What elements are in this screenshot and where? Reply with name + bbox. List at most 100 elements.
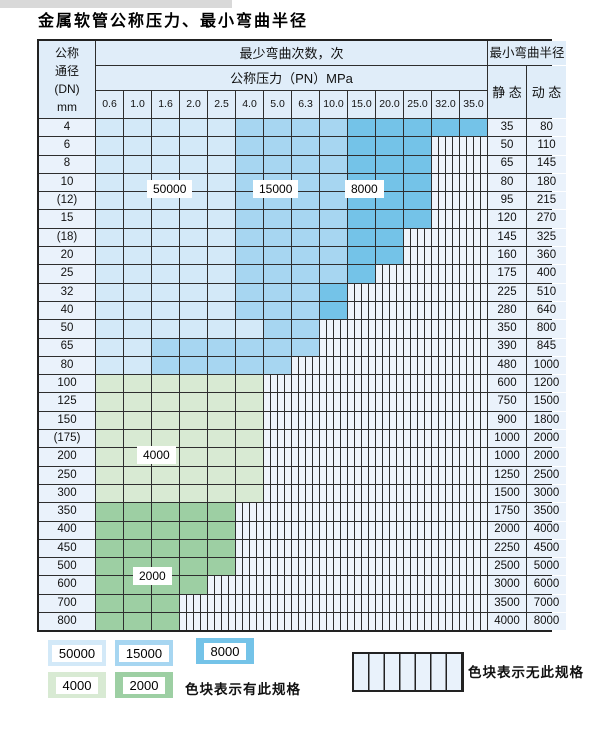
spec-band-cell	[152, 484, 179, 503]
spec-band-cell	[236, 430, 263, 448]
spec-band-cell	[208, 466, 235, 484]
no-spec-cell	[376, 576, 403, 594]
no-spec-cell	[432, 228, 459, 247]
no-spec-cell	[348, 558, 375, 576]
dn-cell: 800	[39, 613, 95, 631]
dn-corner-line: 通径	[54, 63, 79, 78]
page-title: 金属软管公称压力、最小弯曲半径	[38, 11, 309, 30]
spec-band-cell	[180, 283, 207, 301]
spec-band-cell	[152, 594, 179, 613]
no-spec-cell	[348, 283, 375, 301]
spec-band-cell	[292, 192, 319, 210]
spec-band-cell	[348, 247, 375, 265]
no-spec-cell	[404, 466, 431, 484]
spec-band-cell	[236, 411, 263, 430]
spec-band-cell	[96, 576, 123, 594]
spec-band-cell	[208, 265, 235, 283]
no-spec-cell	[236, 539, 263, 558]
no-spec-cell	[460, 210, 487, 228]
no-spec-cell	[376, 594, 403, 613]
dn-corner-line: mm	[57, 99, 77, 114]
spec-band-cell	[236, 265, 263, 283]
spec-band-cell	[292, 228, 319, 247]
no-spec-cell	[432, 539, 459, 558]
no-spec-cell	[264, 393, 291, 411]
no-spec-cell	[460, 283, 487, 301]
dn-corner-line: (DN)	[54, 81, 80, 96]
no-spec-cell	[376, 466, 403, 484]
legend-swatch-value: 50000	[51, 644, 103, 662]
no-spec-cell	[208, 613, 235, 631]
spec-band-cell	[96, 119, 123, 137]
no-spec-cell	[376, 265, 403, 283]
legend-swatch-value: 2000	[122, 676, 166, 694]
spec-band-cell	[236, 338, 263, 356]
spec-band-cell	[124, 265, 151, 283]
no-spec-cell	[432, 430, 459, 448]
spec-band-cell	[208, 247, 235, 265]
spec-band-cell	[152, 521, 179, 539]
no-spec-cell	[264, 466, 291, 484]
dynamic-radius-cell: 7000	[527, 594, 566, 613]
no-spec-cell	[460, 228, 487, 247]
no-spec-cell	[404, 539, 431, 558]
spec-band-cell	[208, 301, 235, 320]
static-radius-cell: 145	[488, 228, 526, 247]
no-spec-cell	[460, 301, 487, 320]
no-spec-cell	[376, 283, 403, 301]
spec-band-cell	[96, 558, 123, 576]
no-spec-cell	[432, 466, 459, 484]
spec-band-cell	[236, 484, 263, 503]
spec-band-cell	[96, 375, 123, 393]
dn-cell: 600	[39, 576, 95, 594]
no-spec-cell	[376, 411, 403, 430]
no-spec-cell	[460, 539, 487, 558]
no-spec-cell	[460, 594, 487, 613]
spec-band-cell	[180, 320, 207, 338]
spec-band-cell	[320, 173, 347, 192]
no-spec-cell	[348, 411, 375, 430]
spec-band-cell	[152, 503, 179, 521]
dn-cell: 125	[39, 393, 95, 411]
spec-band-cell	[236, 210, 263, 228]
spec-band-cell	[236, 137, 263, 155]
spec-band-cell	[96, 247, 123, 265]
pressure-tick-cell: 6.3	[292, 91, 319, 118]
spec-band-cell	[208, 192, 235, 210]
spec-band-cell	[376, 228, 403, 247]
spec-band-cell	[96, 173, 123, 192]
spec-band-cell	[264, 119, 291, 137]
spec-band-cell	[264, 247, 291, 265]
spec-band-cell	[208, 155, 235, 173]
spec-band-cell	[348, 119, 375, 137]
spec-band-cell	[404, 137, 431, 155]
spec-band-cell	[376, 137, 403, 155]
static-radius-cell: 900	[488, 411, 526, 430]
no-spec-cell	[432, 521, 459, 539]
dynamic-radius-cell: 400	[527, 265, 566, 283]
no-spec-cell	[376, 521, 403, 539]
static-radius-cell: 2250	[488, 539, 526, 558]
dn-cell: 40	[39, 301, 95, 320]
spec-band-cell	[96, 155, 123, 173]
static-radius-cell: 80	[488, 173, 526, 192]
no-spec-cell	[348, 375, 375, 393]
spec-band-cell	[208, 210, 235, 228]
spec-band-cell	[180, 228, 207, 247]
no-spec-cell	[320, 484, 347, 503]
static-column-header: 静 态	[488, 66, 526, 118]
no-spec-cell	[348, 503, 375, 521]
spec-band-cell	[152, 411, 179, 430]
spec-band-cell	[124, 356, 151, 375]
spec-band-cell	[264, 338, 291, 356]
spec-band-cell	[96, 210, 123, 228]
no-spec-cell	[376, 539, 403, 558]
spec-band-cell	[96, 411, 123, 430]
no-spec-cell	[376, 375, 403, 393]
legend-swatch-50000: 50000	[48, 640, 106, 666]
no-spec-cell	[320, 338, 347, 356]
legend-swatch-2000: 2000	[115, 672, 173, 698]
spec-band-cell	[292, 173, 319, 192]
no-spec-cell	[432, 576, 459, 594]
no-spec-cell	[320, 466, 347, 484]
